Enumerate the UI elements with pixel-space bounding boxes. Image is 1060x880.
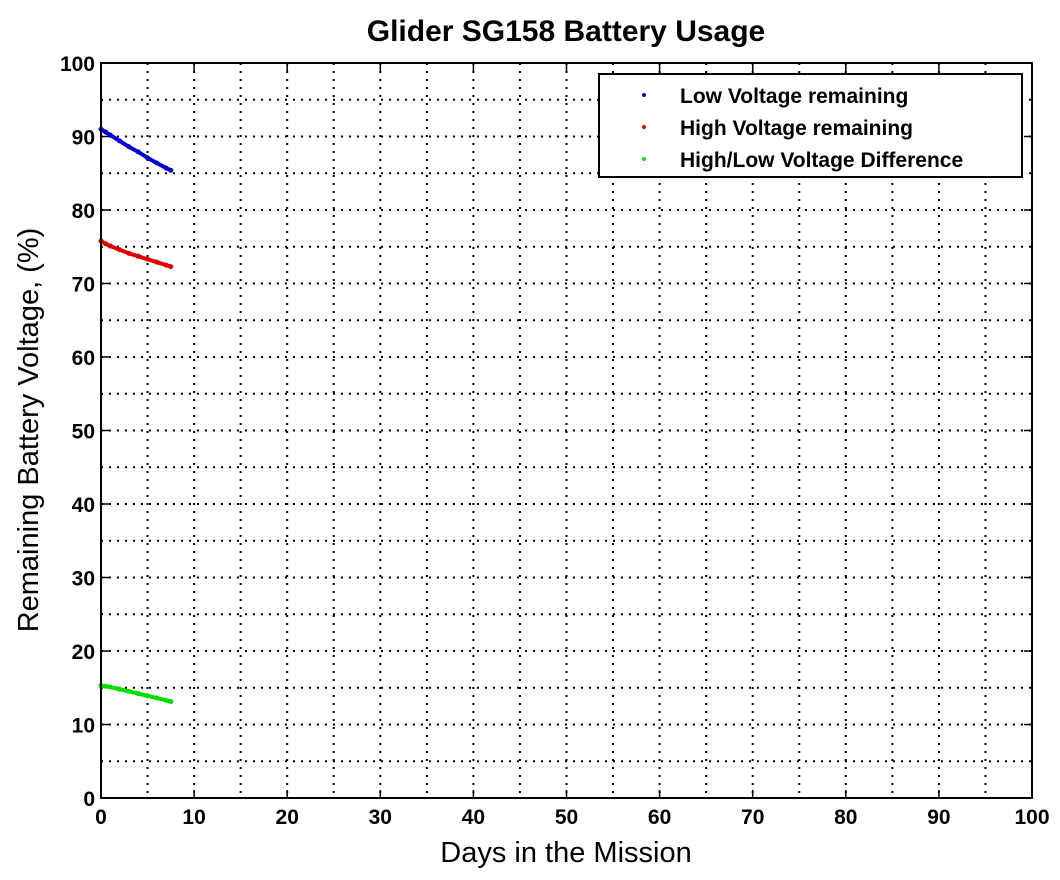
data-point [145,155,151,161]
y-tick-label: 30 [72,568,95,591]
x-axis-label: Days in the Mission [440,837,691,869]
y-tick-label: 10 [72,715,95,738]
data-point [135,253,141,259]
data-point [117,686,123,692]
x-tick-label: 20 [276,806,299,829]
data-point [154,160,160,166]
data-point [126,250,132,256]
data-point [135,691,141,697]
legend-label: High/Low Voltage Difference [680,149,963,172]
y-tick-label: 20 [72,641,95,664]
x-tick-label: 10 [182,806,205,829]
data-point [117,138,123,144]
y-tick-label: 0 [83,788,95,811]
y-tick-label: 70 [72,274,95,297]
x-tick-label: 100 [1014,806,1049,829]
legend-marker [642,157,646,161]
data-point [163,262,169,268]
data-point [117,247,123,253]
x-tick-label: 0 [95,806,107,829]
y-axis-label: Remaining Battery Voltage, (%) [13,228,45,633]
data-point [154,695,160,701]
legend-label: High Voltage remaining [680,117,913,140]
data-point [145,693,151,699]
data-point [103,683,109,689]
axis-ticks: 0 10 20 30 40 50 60 70 80 90 100 0 10 20 30 40 50 60 70 80 9… [60,53,1050,829]
data-point [154,259,160,265]
data-point [135,149,141,155]
x-tick-label: 80 [834,806,857,829]
data-point [168,699,174,705]
x-tick-label: 40 [462,806,485,829]
data-point [168,167,174,173]
series-layer [98,126,174,705]
data-point [103,241,109,247]
chart-title: Glider SG158 Battery Usage [367,15,766,48]
y-tick-label: 90 [72,127,95,150]
data-point [126,688,132,694]
y-tick-label: 100 [60,53,95,76]
grid [101,63,1032,798]
data-point [107,684,113,690]
series-line [99,127,173,173]
y-tick-label: 60 [72,347,95,370]
legend-marker [642,93,646,97]
series-line [99,238,173,269]
data-point [103,129,109,135]
data-point [163,697,169,703]
y-tick-label: 40 [72,494,95,517]
data-point [168,264,174,270]
x-tick-label: 50 [555,806,578,829]
data-point [107,132,113,138]
data-point [126,144,132,150]
series-1 [98,126,174,173]
x-tick-label: 60 [648,806,671,829]
series-3 [98,683,174,705]
legend: Low Voltage remaining High Voltage remain… [598,73,1023,178]
x-tick-label: 90 [927,806,950,829]
legend-box [598,73,1023,178]
x-tick-label: 70 [741,806,764,829]
data-point [145,256,151,262]
data-point [107,243,113,249]
x-tick-label: 30 [369,806,392,829]
legend-marker [642,125,646,129]
y-tick-label: 50 [72,421,95,444]
series-2 [98,238,174,270]
legend-label: Low Voltage remaining [680,85,908,108]
y-tick-label: 80 [72,200,95,223]
data-point [163,165,169,171]
